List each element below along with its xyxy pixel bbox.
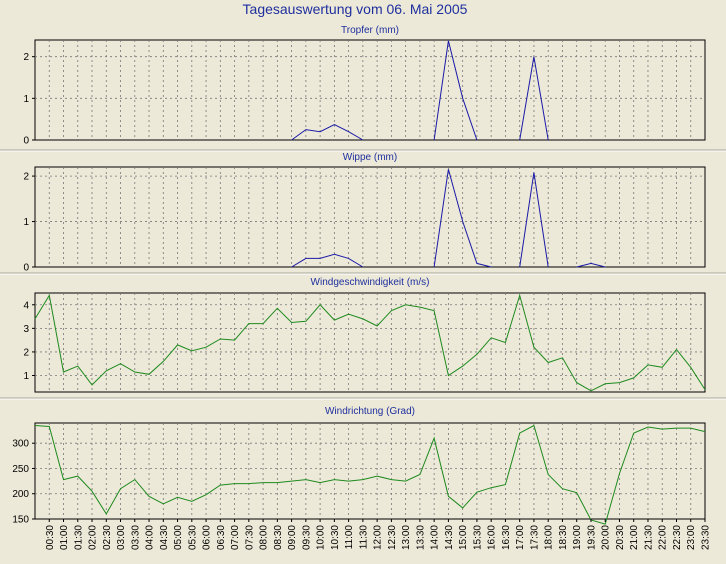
y-tick-label: 200 — [12, 489, 29, 500]
x-tick-label: 10:00 — [316, 525, 327, 550]
plot-area — [34, 422, 706, 520]
x-tick-label: 17:30 — [529, 525, 540, 550]
y-tick-label: 150 — [12, 515, 29, 526]
x-tick-label: 19:30 — [586, 525, 597, 550]
x-tick-label: 04:00 — [145, 525, 156, 550]
series-line — [519, 172, 549, 268]
x-tick-label: 14:00 — [430, 525, 441, 550]
x-tick-label: 22:30 — [672, 525, 683, 550]
x-tick-label: 12:30 — [387, 525, 398, 550]
y-tick-label: 4 — [23, 300, 29, 311]
series-line — [34, 424, 706, 525]
x-tick-label: 13:30 — [415, 525, 426, 550]
grid — [35, 293, 705, 392]
series-line — [433, 169, 492, 268]
x-tick-label: 17:00 — [515, 525, 526, 550]
x-tick-label: 07:00 — [230, 525, 241, 550]
x-tick-label: 09:00 — [287, 525, 298, 550]
series-line — [291, 124, 364, 141]
plot-area — [34, 39, 706, 141]
x-tick-label: 11:30 — [358, 525, 369, 550]
plot-area — [34, 166, 706, 268]
x-tick-label: 02:30 — [102, 525, 113, 550]
x-tick-label: 20:30 — [615, 525, 626, 550]
x-tick-label: 02:00 — [88, 525, 99, 550]
x-tick-label: 03:30 — [130, 525, 141, 550]
x-tick-label: 23:30 — [701, 525, 712, 550]
x-tick-label: 09:30 — [301, 525, 312, 550]
x-tick-label: 20:00 — [601, 525, 612, 550]
x-tick-label: 11:00 — [344, 525, 355, 550]
y-tick-label: 2 — [23, 347, 29, 358]
grid — [35, 167, 705, 267]
x-tick-label: 08:00 — [259, 525, 270, 550]
x-tick-label: 01:00 — [59, 525, 70, 550]
y-tick-label: 1 — [23, 371, 29, 382]
x-tick-label: 15:30 — [472, 525, 483, 550]
x-tick-label: 06:30 — [216, 525, 227, 550]
x-tick-label: 15:00 — [458, 525, 469, 550]
x-tick-label: 22:00 — [658, 525, 669, 550]
series-line — [519, 56, 549, 141]
y-tick-label: 1 — [23, 94, 29, 105]
plot-area — [34, 292, 706, 393]
x-tick-label: 23:00 — [686, 525, 697, 550]
chart-panel-1: Tropfer (mm) 0 1 2 — [23, 25, 706, 147]
chart-panel-3: Windgeschwindigkeit (m/s) 1 2 3 4 — [0, 272, 726, 393]
x-tick-label: 01:30 — [73, 525, 84, 550]
x-tick-label: 05:30 — [187, 525, 198, 550]
x-tick-label: 18:30 — [558, 525, 569, 550]
x-tick-label: 16:30 — [501, 525, 512, 550]
chart-title: Windgeschwindigkeit (m/s) — [311, 277, 430, 288]
y-tick-label: 250 — [12, 464, 29, 475]
x-tick-label: 19:00 — [572, 525, 583, 550]
chart-title: Windrichtung (Grad) — [325, 406, 415, 417]
chart-title: Tropfer (mm) — [341, 25, 399, 36]
x-tick-label: 00:30 — [45, 525, 56, 550]
x-tick-label: 10:30 — [330, 525, 341, 550]
series-line — [433, 40, 478, 141]
x-tick-label: 08:30 — [273, 525, 284, 550]
x-tick-label: 05:00 — [173, 525, 184, 550]
x-tick-label: 21:30 — [643, 525, 654, 550]
y-tick-label: 1 — [23, 217, 29, 228]
y-tick-label: 2 — [23, 172, 29, 183]
x-tick-label: 14:30 — [444, 525, 455, 550]
x-tick-label: 04:30 — [159, 525, 170, 550]
x-tick-label: 12:00 — [373, 525, 384, 550]
chart-title: Wippe (mm) — [343, 152, 397, 163]
x-tick-label: 18:00 — [544, 525, 555, 550]
grid — [35, 423, 705, 519]
y-tick-label: 3 — [23, 324, 29, 335]
series-line — [576, 262, 606, 268]
chart-panel-2: Wippe (mm) 0 1 2 — [0, 149, 726, 274]
x-tick-label: 13:00 — [401, 525, 412, 550]
series-line — [34, 293, 706, 392]
page-title: Tagesauswertung vom 06. Mai 2005 — [243, 1, 468, 17]
x-tick-label: 21:00 — [629, 525, 640, 550]
x-tick-label: 16:00 — [487, 525, 498, 550]
chart-panel-4: Windrichtung (Grad) 150 200 250 300 00:30 01:0… — [0, 397, 726, 550]
y-tick-label: 2 — [23, 52, 29, 63]
y-tick-label: 0 — [23, 136, 29, 147]
x-tick-label: 07:30 — [244, 525, 255, 550]
x-tick-label: 06:00 — [202, 525, 213, 550]
y-tick-label: 300 — [12, 439, 29, 450]
series-line — [291, 253, 364, 268]
y-tick-label: 0 — [23, 263, 29, 274]
x-tick-label: 03:00 — [116, 525, 127, 550]
